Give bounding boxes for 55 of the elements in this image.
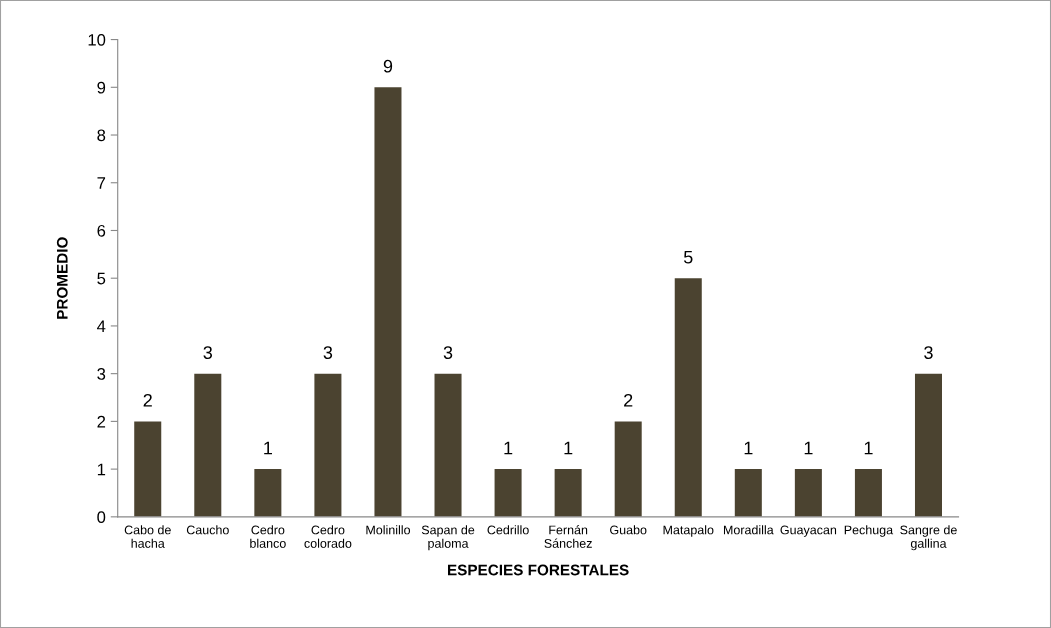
data-label: 1 — [864, 441, 873, 455]
bar — [554, 469, 582, 517]
y-tick-label: 10 — [88, 33, 106, 46]
data-label: 9 — [383, 59, 393, 73]
y-tick-label: 0 — [97, 511, 106, 524]
x-tick-label: Cedrillo — [487, 525, 529, 535]
x-tick-label: Moradilla — [723, 525, 774, 535]
bar — [734, 469, 762, 517]
x-tick-label: Caucho — [186, 525, 229, 535]
x-tick-label: Cedro blanco — [250, 525, 286, 548]
x-tick-label: Fernán Sánchez — [544, 525, 592, 548]
x-tick-label: Pechuga — [844, 525, 894, 537]
x-tick-label: Guayacan — [780, 525, 837, 537]
data-label: 3 — [203, 346, 213, 359]
bar — [494, 469, 522, 517]
y-tick-label: 8 — [97, 129, 106, 142]
x-tick-label: Molinillo — [366, 525, 411, 535]
x-tick-label: Sapan de paloma — [421, 525, 475, 551]
y-axis-title: PROMEDIO — [56, 237, 68, 319]
bar — [794, 469, 822, 517]
data-label: 2 — [624, 393, 633, 407]
bar — [194, 373, 222, 517]
data-label: 1 — [504, 441, 513, 455]
y-tick-label: 7 — [97, 177, 106, 189]
y-tick-label: 9 — [97, 81, 106, 94]
x-axis-title: ESPECIES FORESTALES — [448, 564, 629, 576]
bar — [674, 278, 702, 517]
data-label: 3 — [323, 346, 333, 359]
data-label: 1 — [804, 441, 813, 455]
x-tick-label: Sangre de gallina — [900, 525, 957, 551]
data-label: 2 — [143, 393, 152, 407]
bar — [134, 421, 162, 517]
data-label: 1 — [564, 441, 573, 455]
x-tick-label: Matapalo — [663, 525, 714, 537]
bar — [434, 373, 462, 517]
bar — [374, 87, 402, 517]
bar — [254, 469, 282, 517]
x-tick-label: Guabo — [610, 525, 647, 535]
y-tick-label: 6 — [97, 224, 106, 237]
x-tick-label: Cedro colorado — [304, 525, 352, 548]
y-tick-label: 4 — [97, 320, 106, 332]
bar — [854, 469, 882, 517]
bar — [914, 373, 942, 517]
data-label: 5 — [683, 250, 693, 264]
data-label: 1 — [744, 441, 753, 455]
x-tick-label: Cabo de hacha — [124, 525, 171, 548]
y-tick-label: 1 — [97, 463, 106, 476]
data-label: 3 — [924, 346, 933, 359]
bar — [314, 373, 342, 517]
bar — [614, 421, 642, 517]
data-label: 1 — [264, 441, 272, 455]
data-label: 3 — [443, 346, 453, 359]
y-tick-label: 3 — [97, 368, 106, 380]
y-tick-label: 5 — [97, 272, 106, 285]
y-tick-label: 2 — [97, 415, 106, 428]
